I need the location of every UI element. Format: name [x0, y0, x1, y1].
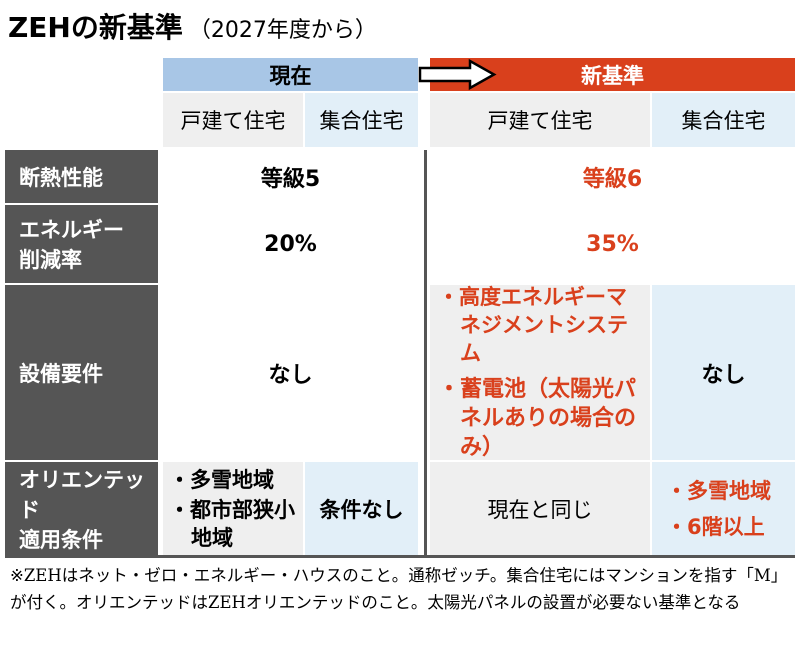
- subheader: 戸建て住宅: [430, 93, 650, 147]
- subheader: 集合住宅: [305, 93, 418, 147]
- cell: ・高度エネルギーマネジメントシステム ・蓄電池（太陽光パネルありの場合のみ）: [430, 285, 650, 460]
- row-label-line: エネルギー: [19, 218, 124, 242]
- cell: なし: [652, 285, 795, 460]
- row-label-line: 適用条件: [19, 527, 103, 552]
- row-label: 断熱性能: [5, 150, 158, 203]
- row-label-line: オリエンテッド: [19, 467, 145, 522]
- cell: なし: [268, 362, 313, 388]
- cell: ・多雪地域 ・都市部狭小地域: [163, 462, 303, 555]
- note: ※ZEHはネット・ゼロ・エネルギー・ハウスのこと。通称ゼッチ。集合住宅にはマンシ…: [10, 566, 788, 612]
- cell: 35%: [586, 231, 639, 257]
- list-item: ・高度エネルギーマネジメントシステム: [438, 285, 628, 365]
- row-label: エネルギー 削減率: [5, 205, 158, 283]
- arrow: [418, 58, 497, 91]
- title: ZEHの新基準: [8, 11, 183, 44]
- list-item: ・多雪地域: [169, 467, 274, 492]
- row-label-line: 断熱性能: [19, 165, 103, 190]
- list-item: ・都市部狭小地域: [169, 497, 295, 550]
- cell: 20%: [264, 231, 317, 257]
- list-item: ・蓄電池（太陽光パネルありの場合のみ）: [438, 377, 637, 460]
- cell: 現在と同じ: [430, 462, 650, 555]
- cell: 等級5: [260, 166, 321, 192]
- cell: ・多雪地域 ・6階以上: [652, 462, 795, 555]
- subheader: 集合住宅: [652, 93, 795, 147]
- cell: 等級6: [582, 166, 643, 192]
- divider: [424, 150, 427, 555]
- title-block: ZEHの新基準 （2027年度から）: [8, 6, 377, 46]
- rule: [5, 555, 795, 558]
- row-label: オリエンテッド適用条件: [5, 462, 158, 555]
- list-item: ・多雪地域: [666, 478, 771, 503]
- subtitle: （2027年度から）: [188, 18, 377, 43]
- subheader: 戸建て住宅: [163, 93, 303, 147]
- group-header: 現在: [163, 58, 418, 91]
- row-label: 設備要件: [5, 285, 158, 460]
- row-label-line: 削減率: [19, 248, 82, 272]
- row-label-line: 設備要件: [19, 361, 103, 386]
- list-item: ・6階以上: [666, 514, 765, 539]
- cell: 条件なし: [305, 462, 418, 555]
